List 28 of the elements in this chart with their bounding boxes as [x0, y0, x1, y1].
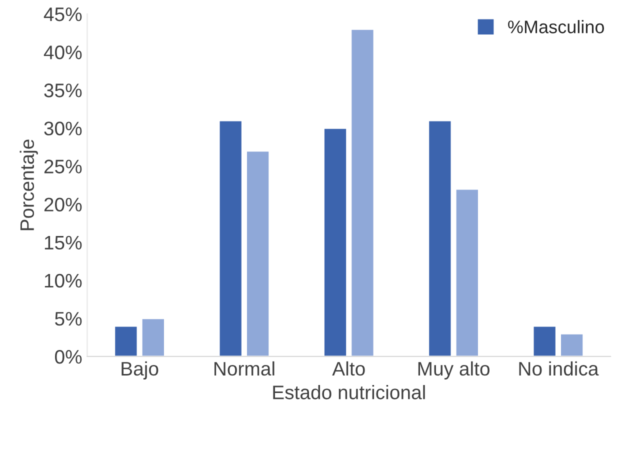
- y-tick-label: 15%: [44, 236, 82, 250]
- y-tick-label: 35%: [44, 84, 82, 98]
- legend-label: %Masculino: [508, 20, 604, 34]
- bar: [560, 332, 584, 356]
- y-tick-label: 45%: [44, 8, 82, 22]
- y-tick-label: 20%: [44, 198, 82, 212]
- y-tick-label: 0%: [55, 350, 82, 364]
- y-tick-label: 25%: [44, 160, 82, 174]
- bar: [218, 120, 243, 356]
- bar: [140, 318, 166, 356]
- y-axis-title: Porcentaje: [20, 140, 38, 230]
- bar: [114, 325, 138, 356]
- x-tick-label: Muy alto: [418, 361, 490, 380]
- bar: [532, 325, 557, 356]
- x-axis-title: Estado nutricional: [273, 385, 425, 400]
- y-tick-label: 40%: [44, 46, 82, 60]
- y-tick-label: 30%: [44, 122, 82, 136]
- y-tick-label: 5%: [55, 312, 82, 326]
- bar: [323, 127, 348, 356]
- bar: [428, 120, 452, 356]
- bar: [246, 150, 270, 356]
- x-tick-label: Normal: [214, 361, 274, 376]
- x-tick-label: Alto: [332, 361, 365, 376]
- y-tick-label: 10%: [44, 274, 82, 288]
- bar: [454, 188, 480, 356]
- bar: [350, 28, 375, 356]
- x-tick-label: No indica: [519, 361, 599, 376]
- x-tick-label: Bajo: [122, 361, 158, 380]
